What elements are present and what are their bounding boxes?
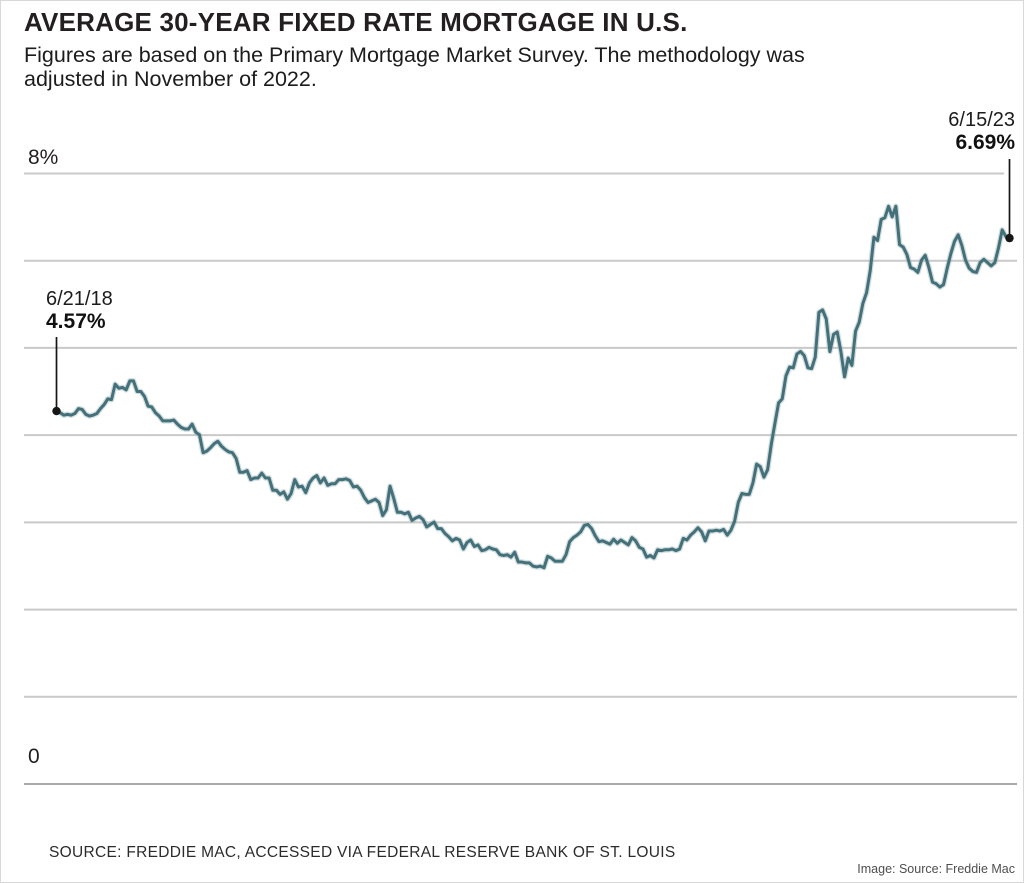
image-credit: Image: Source: Freddie Mac — [857, 862, 1015, 876]
annotation-start-value: 4.57% — [46, 310, 106, 333]
y-axis-label-bottom: 0 — [28, 745, 40, 768]
chart-subtitle-line-1: Figures are based on the Primary Mortgag… — [24, 43, 805, 67]
y-axis-label-top: 8% — [28, 146, 59, 169]
annotation-end-value: 6.69% — [955, 131, 1015, 154]
rate-line-halo — [53, 203, 1013, 571]
rate-line — [55, 204, 1011, 570]
annotation-start: 6/21/18 4.57% — [46, 288, 113, 333]
chart-subtitle-line-2: adjusted in November of 2022. — [24, 67, 317, 91]
source-line: SOURCE: FREDDIE MAC, ACCESSED VIA FEDERA… — [49, 844, 676, 861]
annotation-end: 6/15/23 6.69% — [948, 109, 1015, 154]
annotation-start-dot — [52, 406, 61, 416]
chart-title: AVERAGE 30-YEAR FIXED RATE MORTGAGE IN U… — [24, 7, 688, 37]
annotation-start-date: 6/21/18 — [46, 288, 113, 310]
annotation-end-dot — [1005, 233, 1014, 243]
annotation-end-date: 6/15/23 — [948, 109, 1015, 131]
chart-subtitle: Figures are based on the Primary Mortgag… — [24, 43, 805, 91]
